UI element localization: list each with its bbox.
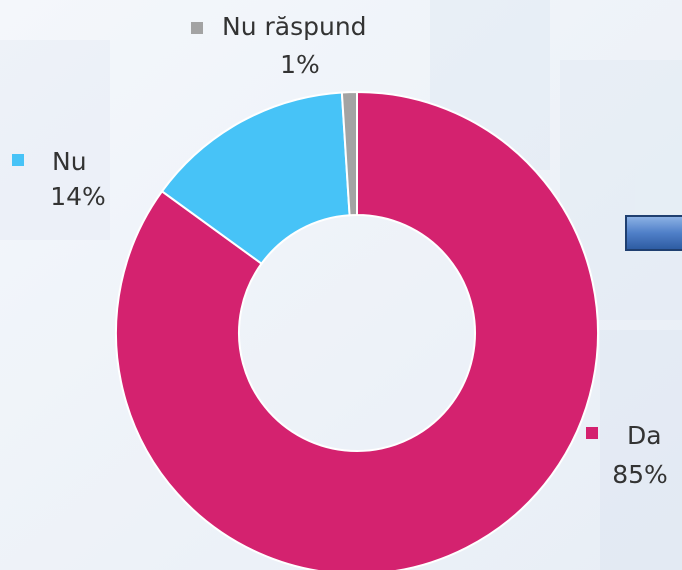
category-label: Nu xyxy=(52,147,87,176)
legend-marker xyxy=(191,22,203,34)
category-label: Nu răspund xyxy=(222,12,367,41)
value-label: 14% xyxy=(50,182,106,211)
decor-button xyxy=(625,215,682,251)
slice xyxy=(160,91,351,266)
pie xyxy=(115,90,599,570)
value-label: 1% xyxy=(280,50,320,79)
slice xyxy=(340,90,358,217)
legend-marker xyxy=(12,154,24,166)
legend-marker xyxy=(586,427,598,439)
slice xyxy=(115,90,599,570)
value-label: 85% xyxy=(612,460,668,489)
category-label: Da xyxy=(627,421,662,450)
